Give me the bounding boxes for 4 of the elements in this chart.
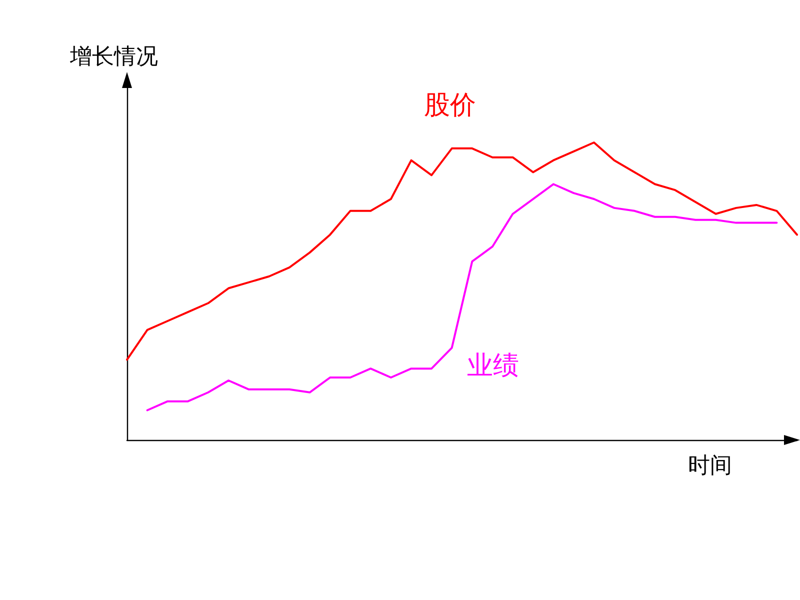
y-axis-title: 增长情况 xyxy=(69,44,158,70)
series-label: 业绩 xyxy=(466,350,519,381)
x-axis-title: 时间 xyxy=(688,454,732,478)
series-label: 股价 xyxy=(424,90,476,120)
